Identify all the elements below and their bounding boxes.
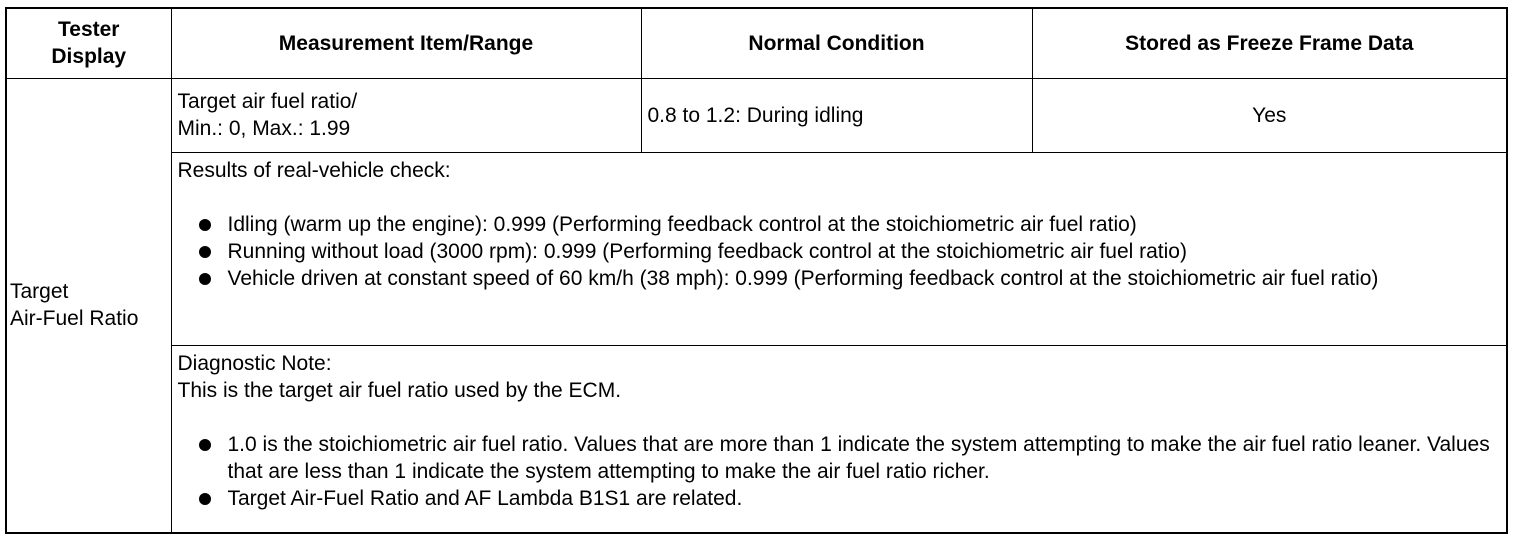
table-row: Target Air-Fuel Ratio Target air fuel ra… bbox=[5, 77, 1508, 534]
list-item: Target Air-Fuel Ratio and AF Lambda B1S1… bbox=[178, 485, 1501, 512]
measurement-line-1: Target air fuel ratio/ bbox=[177, 90, 358, 113]
diagnostic-note-list: 1.0 is the stoichiometric air fuel ratio… bbox=[178, 431, 1501, 512]
freeze-frame-cell: Yes bbox=[1031, 77, 1508, 153]
normal-condition-cell: 0.8 to 1.2: During idling bbox=[640, 77, 1033, 153]
header-row: Tester Display Measurement Item/Range No… bbox=[5, 7, 1508, 79]
real-vehicle-title: Results of real-vehicle check: bbox=[177, 158, 451, 182]
list-item: Vehicle driven at constant speed of 60 k… bbox=[178, 265, 1501, 292]
diagnostic-note-row: Diagnostic Note: This is the target air … bbox=[6, 344, 1508, 534]
real-vehicle-list: Idling (warm up the engine): 0.999 (Perf… bbox=[178, 211, 1501, 292]
list-item: Running without load (3000 rpm): 0.999 (… bbox=[178, 238, 1501, 265]
list-item: 1.0 is the stoichiometric air fuel ratio… bbox=[178, 431, 1501, 485]
real-vehicle-row: Results of real-vehicle check: Idling (w… bbox=[6, 151, 1508, 346]
diagnostic-note-intro: This is the target air fuel ratio used b… bbox=[177, 378, 622, 402]
tester-display-cell: Target Air-Fuel Ratio bbox=[5, 77, 172, 534]
diagnostic-note-title: Diagnostic Note: bbox=[177, 351, 332, 375]
data-list-table: Tester Display Measurement Item/Range No… bbox=[5, 7, 1508, 534]
header-measurement-item: Measurement Item/Range bbox=[170, 7, 642, 79]
measurement-line-2: Min.: 0, Max.: 1.99 bbox=[177, 117, 351, 140]
list-item: Idling (warm up the engine): 0.999 (Perf… bbox=[178, 211, 1501, 238]
header-tester-display: Tester Display bbox=[5, 7, 172, 79]
diagnostic-note-cell: Diagnostic Note: This is the target air … bbox=[170, 344, 1508, 534]
header-normal-condition: Normal Condition bbox=[640, 7, 1033, 79]
real-vehicle-cell: Results of real-vehicle check: Idling (w… bbox=[170, 151, 1508, 346]
measurement-cell: Target air fuel ratio/ Min.: 0, Max.: 1.… bbox=[170, 77, 642, 153]
header-freeze-frame: Stored as Freeze Frame Data bbox=[1031, 7, 1508, 79]
